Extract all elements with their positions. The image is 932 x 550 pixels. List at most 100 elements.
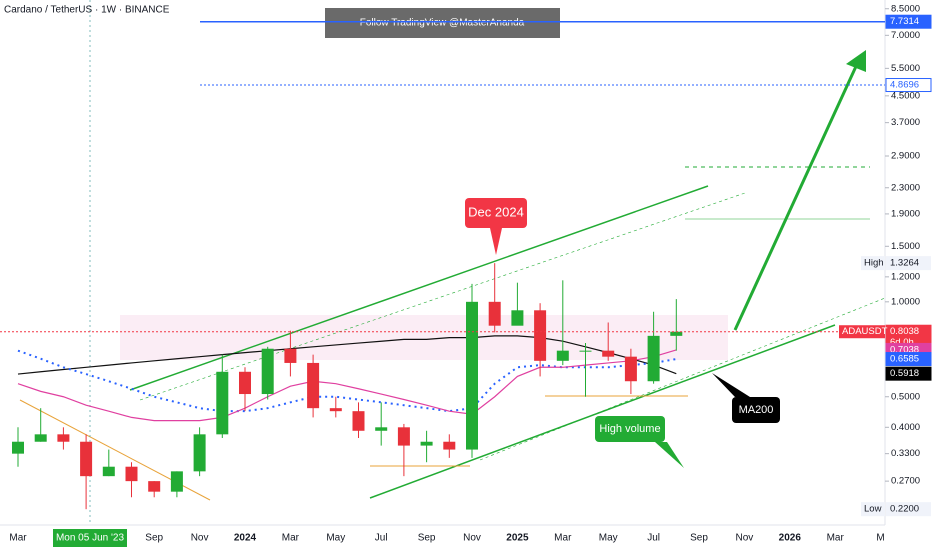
x-tick-label: Nov <box>463 533 481 544</box>
plot <box>12 263 683 510</box>
candle-body <box>307 362 320 409</box>
range-zone <box>120 315 728 360</box>
callout-pointer <box>490 228 502 255</box>
callout-box <box>465 198 527 228</box>
x-tick-label: Jul <box>647 533 660 544</box>
callout-pointer <box>712 373 750 397</box>
callout-box <box>732 397 780 423</box>
crosshair-box <box>53 529 127 547</box>
channel-bottom <box>369 324 836 499</box>
price-name: High <box>864 258 884 269</box>
price-label: 4.8696 <box>890 80 919 91</box>
candle-body <box>170 471 183 492</box>
price-label: 0.5918 <box>890 368 919 379</box>
candle-body <box>148 481 161 492</box>
candle-body <box>34 434 47 442</box>
y-tick-label: 2.9000 <box>891 151 920 162</box>
candle-body <box>80 441 93 477</box>
candle-body <box>329 408 342 412</box>
x-tick-label: Sep <box>418 533 436 544</box>
x-tick-label: Jul <box>375 533 388 544</box>
candle-body <box>488 301 501 326</box>
line-series <box>17 349 677 422</box>
y-tick-label: 0.5000 <box>891 391 920 402</box>
x-tick-label: May <box>599 533 618 544</box>
candle-body <box>12 441 24 454</box>
price-box <box>886 256 931 271</box>
y-tick-label: 8.5000 <box>891 3 920 14</box>
x-tick-label: 2026 <box>779 533 802 544</box>
x-tick-label: Mar <box>554 533 572 544</box>
price-label: 0.8038 <box>890 326 919 337</box>
price-label: 0.7038 <box>890 344 919 355</box>
x-tick-label: Nov <box>191 533 209 544</box>
x-tick-label: Sep <box>690 533 708 544</box>
price-box <box>885 352 932 367</box>
channel-inner <box>479 297 886 461</box>
candle-body <box>352 411 365 431</box>
candle-body <box>102 466 115 477</box>
candle-body <box>647 335 660 382</box>
callout-box <box>595 416 665 442</box>
y-tick-label: 2.3000 <box>891 182 920 193</box>
price-box <box>885 366 932 381</box>
banner-text: Follow TradingView @MasterAnanda <box>360 18 525 29</box>
candle-body <box>125 466 138 482</box>
y-tick-label: 0.4000 <box>891 422 920 433</box>
price-name: Low <box>864 504 882 515</box>
candle-body <box>534 310 547 361</box>
y-tick-label: 0.3300 <box>891 448 920 459</box>
candle-body <box>261 348 274 395</box>
candle-body <box>670 331 683 336</box>
y-tick-label: 7.0000 <box>891 30 920 41</box>
x-tick-label: May <box>326 533 345 544</box>
y-tick-label: 1.0000 <box>891 296 920 307</box>
price-label: 0.6585 <box>890 354 919 365</box>
x-tick-label: 2024 <box>234 533 257 544</box>
callout-text: MA200 <box>739 404 774 416</box>
candle-body <box>443 441 456 450</box>
crosshair-label: Mon 05 Jun '23 <box>56 533 125 544</box>
y-tick-label: 3.7000 <box>891 117 920 128</box>
candle-body <box>216 371 229 435</box>
candle-body <box>57 434 70 442</box>
banner <box>325 8 560 38</box>
callout-text: Dec 2024 <box>468 204 524 219</box>
callout-pointer <box>655 442 684 468</box>
x-tick-label: Nov <box>736 533 754 544</box>
price-label: 1.3264 <box>890 258 919 269</box>
channel-top <box>129 185 709 391</box>
x-tick-label: Mar <box>827 533 845 544</box>
y-tick-label: 0.2700 <box>891 476 920 487</box>
candle-body <box>579 350 592 352</box>
candle-body <box>466 301 478 450</box>
channel-inner <box>139 192 746 401</box>
candle-body <box>397 427 410 446</box>
price-box <box>886 502 931 517</box>
price-box <box>885 14 932 29</box>
countdown: 6d 0h <box>890 337 914 348</box>
y-tick-label: 1.5000 <box>891 241 920 252</box>
candle-body <box>556 350 569 361</box>
candle-body <box>193 434 206 472</box>
candle-body <box>420 441 433 446</box>
candle-body <box>375 427 388 431</box>
arrow-head <box>846 50 866 72</box>
chart-title: Cardano / TetherUS · 1W · BINANCE <box>4 5 170 16</box>
price-box <box>885 78 932 93</box>
price-label: 0.2200 <box>890 504 919 515</box>
name-box <box>861 502 885 517</box>
x-tick-label: Mar <box>282 533 300 544</box>
x-tick-label: M <box>876 533 884 544</box>
arrow <box>733 61 860 331</box>
y-tick-label: 4.5000 <box>891 90 920 101</box>
name-box <box>839 325 885 339</box>
x-tick-label: Mar <box>9 533 27 544</box>
name-box <box>861 256 885 271</box>
price-name: ADAUSDT <box>842 326 888 337</box>
callout-text: High volume <box>599 423 660 435</box>
candle-body <box>602 350 615 357</box>
x-tick-label: 2025 <box>506 533 529 544</box>
